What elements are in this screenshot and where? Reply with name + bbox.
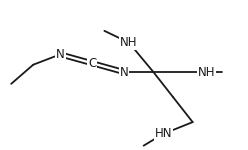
Text: NH: NH <box>120 36 138 49</box>
Text: N: N <box>56 48 65 61</box>
Text: C: C <box>88 57 96 70</box>
Text: NH: NH <box>198 66 215 79</box>
Text: N: N <box>120 66 128 79</box>
Text: HN: HN <box>155 127 172 140</box>
